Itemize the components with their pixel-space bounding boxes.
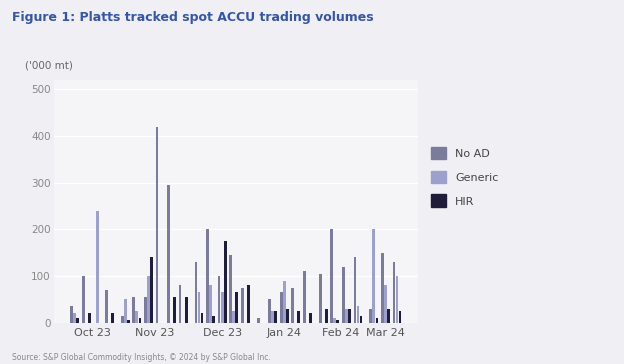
- Bar: [376, 318, 378, 323]
- Bar: [381, 253, 384, 323]
- Bar: [291, 288, 294, 323]
- Bar: [221, 292, 223, 323]
- Bar: [224, 241, 227, 323]
- Bar: [283, 281, 286, 323]
- Bar: [71, 306, 73, 323]
- Bar: [345, 309, 348, 323]
- Bar: [212, 316, 215, 323]
- Bar: [124, 299, 127, 323]
- Text: Figure 1: Platts tracked spot ACCU trading volumes: Figure 1: Platts tracked spot ACCU tradi…: [12, 11, 374, 24]
- Bar: [147, 276, 150, 323]
- Bar: [303, 271, 306, 323]
- Bar: [206, 229, 209, 323]
- Bar: [325, 309, 328, 323]
- Bar: [235, 292, 238, 323]
- Bar: [275, 311, 277, 323]
- Bar: [201, 313, 203, 323]
- Bar: [209, 285, 212, 323]
- Bar: [359, 316, 363, 323]
- Bar: [111, 313, 114, 323]
- Bar: [167, 185, 170, 323]
- Bar: [247, 285, 250, 323]
- Bar: [82, 276, 85, 323]
- Bar: [399, 311, 401, 323]
- Bar: [132, 297, 135, 323]
- Bar: [373, 229, 375, 323]
- Bar: [229, 255, 232, 323]
- Bar: [97, 210, 99, 323]
- Bar: [173, 297, 176, 323]
- Bar: [88, 313, 90, 323]
- Bar: [280, 292, 283, 323]
- Bar: [309, 313, 312, 323]
- Bar: [256, 318, 260, 323]
- Bar: [286, 309, 289, 323]
- Bar: [354, 257, 356, 323]
- Bar: [135, 311, 139, 323]
- Bar: [155, 127, 158, 323]
- Bar: [150, 257, 153, 323]
- Bar: [369, 309, 373, 323]
- Bar: [121, 316, 124, 323]
- Bar: [333, 318, 336, 323]
- Text: Source: S&P Global Commodity Insights, © 2024 by S&P Global Inc.: Source: S&P Global Commodity Insights, ©…: [12, 353, 271, 362]
- Bar: [218, 276, 220, 323]
- Bar: [387, 309, 390, 323]
- Bar: [127, 320, 130, 323]
- Bar: [178, 285, 182, 323]
- Bar: [76, 318, 79, 323]
- Legend: No AD, Generic, HIR: No AD, Generic, HIR: [427, 143, 502, 211]
- Bar: [195, 262, 197, 323]
- Text: ('000 mt): ('000 mt): [24, 60, 72, 70]
- Bar: [319, 273, 321, 323]
- Bar: [396, 276, 399, 323]
- Bar: [356, 306, 359, 323]
- Bar: [298, 311, 300, 323]
- Bar: [241, 288, 243, 323]
- Bar: [73, 313, 76, 323]
- Bar: [392, 262, 396, 323]
- Bar: [348, 309, 351, 323]
- Bar: [232, 311, 235, 323]
- Bar: [268, 299, 271, 323]
- Bar: [198, 292, 200, 323]
- Bar: [330, 229, 333, 323]
- Bar: [144, 297, 147, 323]
- Bar: [105, 290, 108, 323]
- Bar: [271, 311, 274, 323]
- Bar: [342, 266, 345, 323]
- Bar: [336, 320, 339, 323]
- Bar: [139, 318, 142, 323]
- Bar: [384, 285, 387, 323]
- Bar: [185, 297, 188, 323]
